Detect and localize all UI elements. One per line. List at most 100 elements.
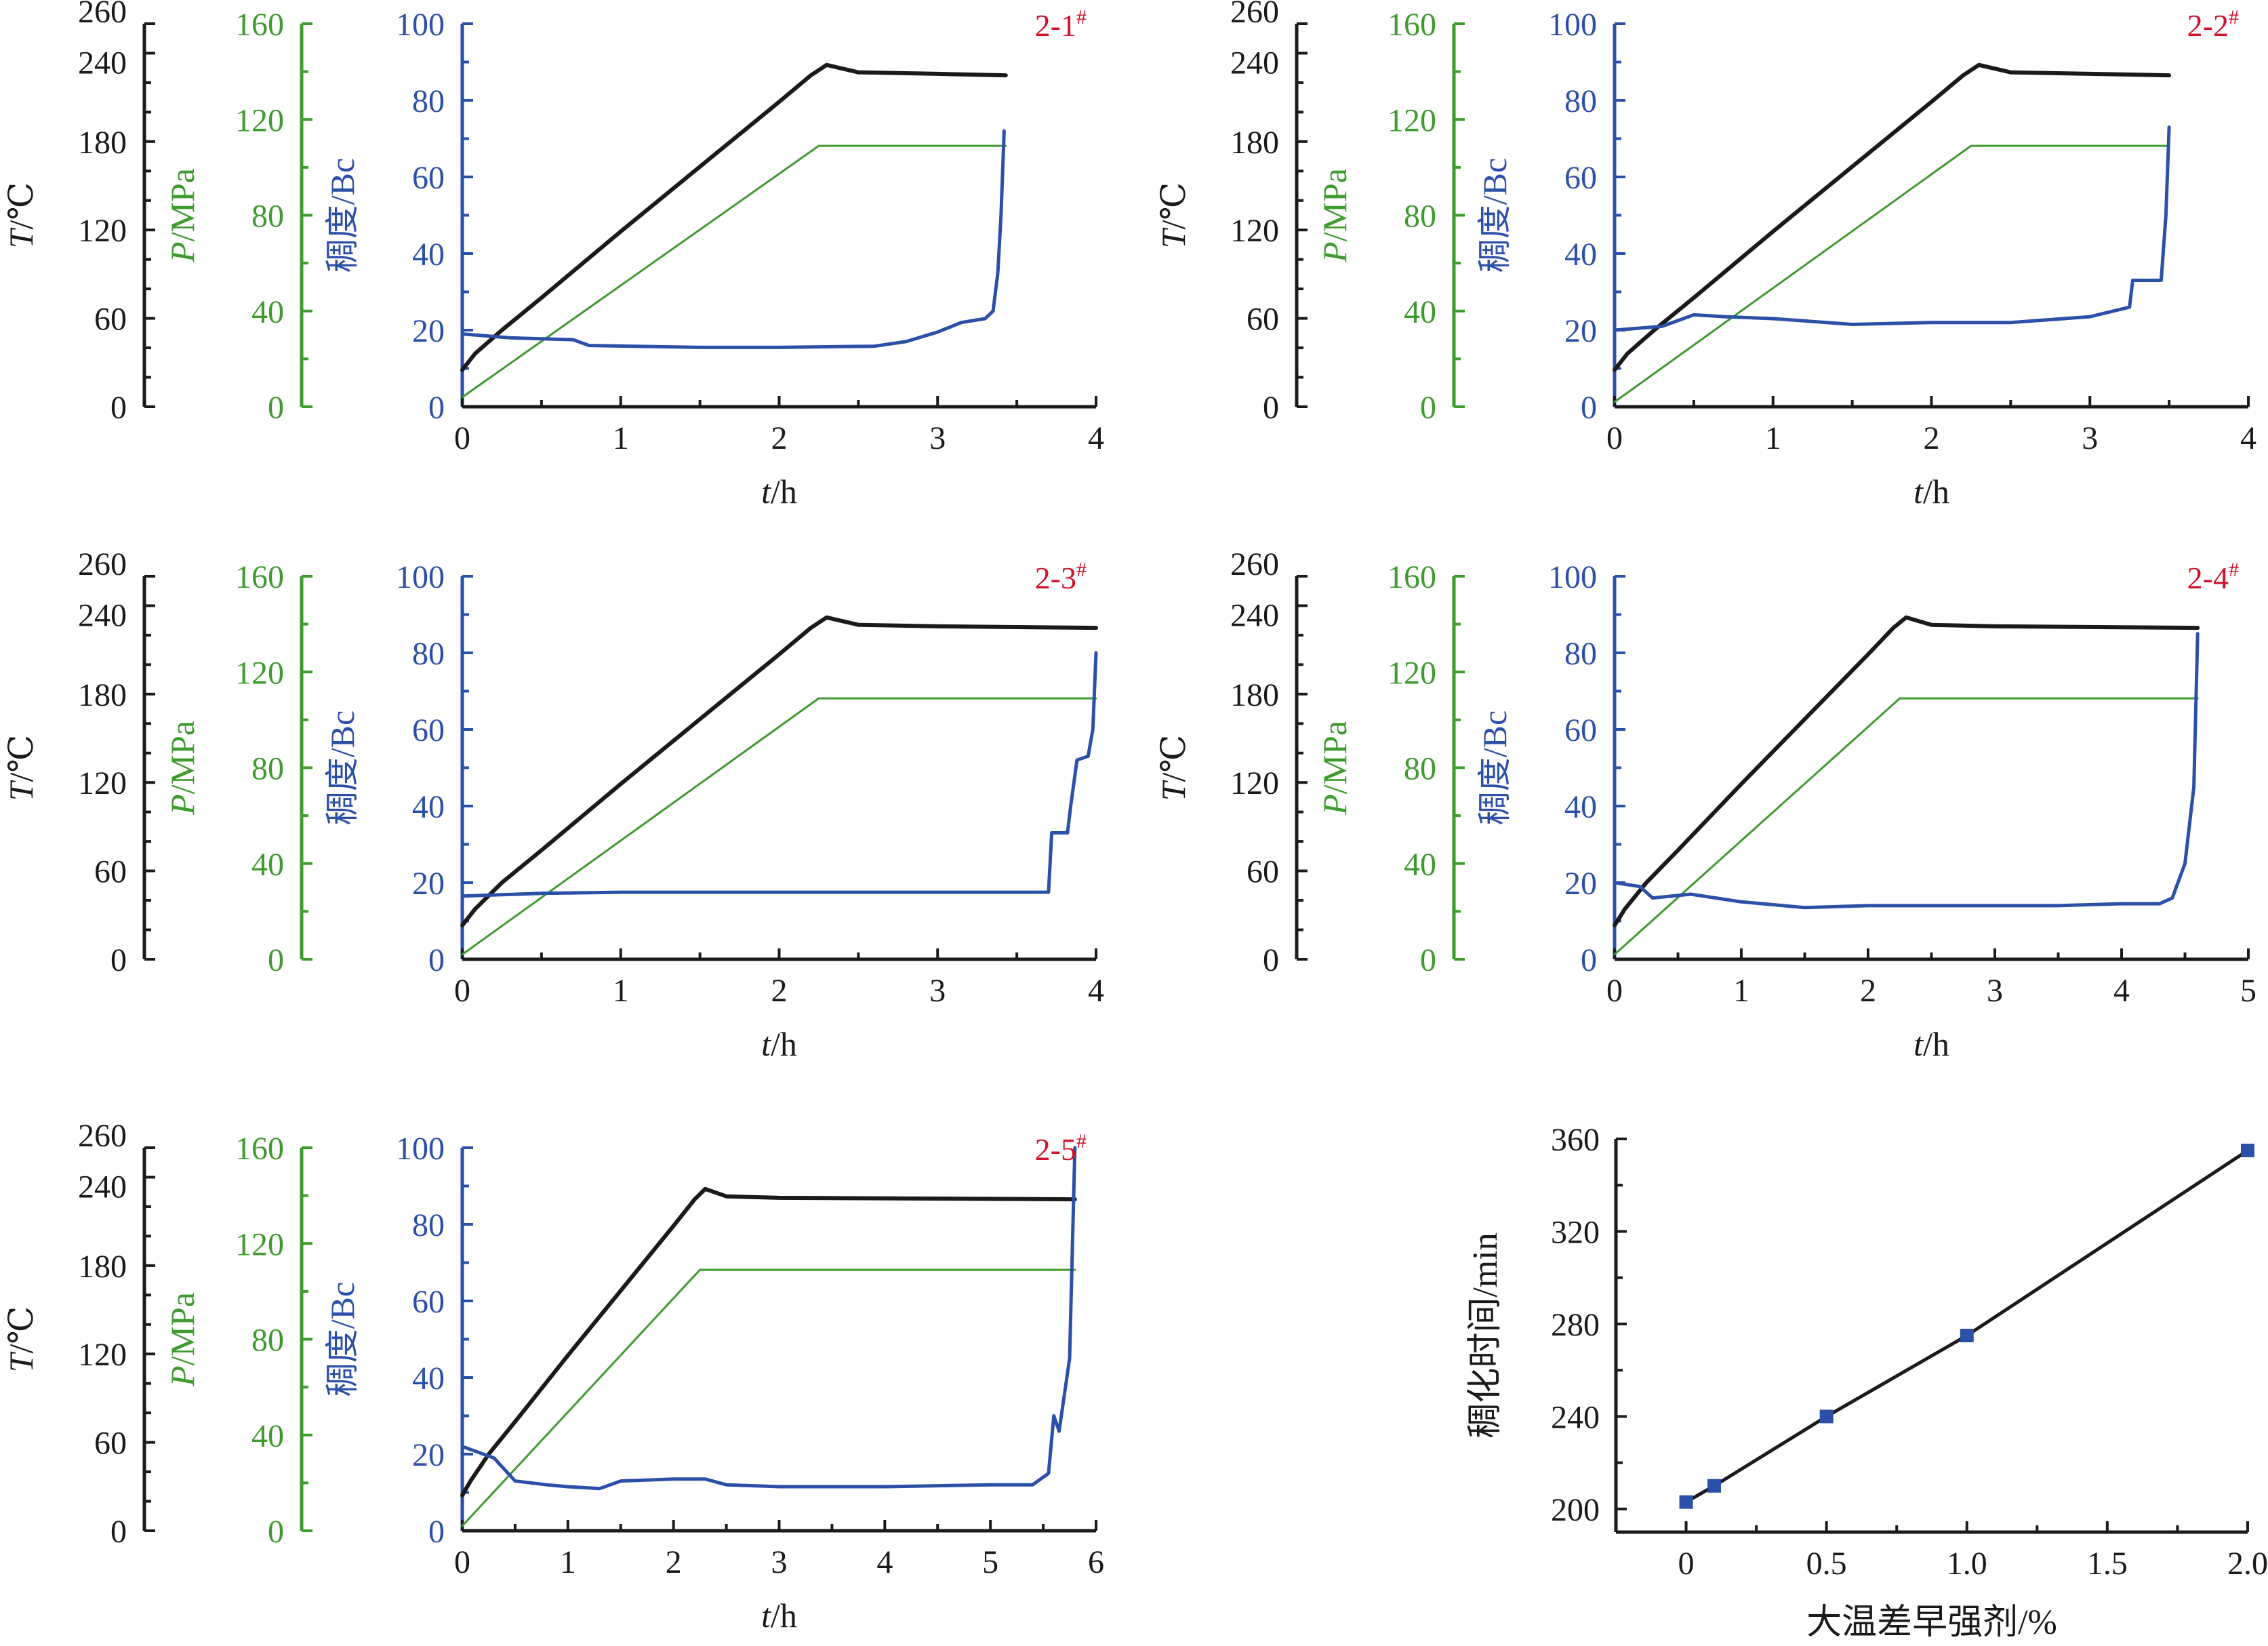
consistency-tick-label: 60: [412, 160, 445, 196]
consistency-tick-label: 100: [396, 559, 445, 595]
consistency-axis-title: 稠度/Bc: [1476, 158, 1514, 273]
pressure-tick-label: 0: [1420, 390, 1436, 426]
temperature-curve: [460, 1186, 1077, 1498]
time-axis-title: t/h: [761, 473, 797, 510]
time-tick-label: 2: [666, 1544, 682, 1580]
temperature-tick-label: 260: [1230, 0, 1279, 30]
time-tick-label: 2: [771, 420, 788, 456]
thickening-panel-4: 060120180240260T/℃04080120160P/MPa020406…: [1154, 546, 2256, 1063]
pressure-tick-label: 0: [268, 1514, 284, 1550]
consistency-tick-label: 20: [412, 866, 445, 902]
additive-tick-label: 1.5: [2087, 1546, 2128, 1582]
consistency-tick-label: 80: [1564, 636, 1597, 672]
consistency-curve: [1613, 125, 2171, 332]
consistency-axis-title: 稠度/Bc: [323, 710, 361, 825]
consistency-tick-label: 20: [412, 1437, 445, 1473]
temperature-tick-label: 60: [94, 1426, 127, 1462]
consistency-tick-label: 40: [412, 237, 445, 273]
consistency-tick-label: 40: [1564, 789, 1597, 825]
pressure-curve: [461, 1268, 1076, 1527]
consistency-tick-label: 20: [1564, 866, 1597, 902]
time-axis-title: t/h: [761, 1597, 797, 1634]
temperature-tick-label: 180: [78, 677, 127, 713]
pressure-tick-label: 80: [251, 751, 284, 787]
pressure-tick-label: 80: [1404, 199, 1436, 235]
pressure-tick-label: 80: [251, 1323, 284, 1359]
additive-axis-title: 大温差早强剂/%: [1806, 1603, 2057, 1642]
temperature-tick-label: 240: [1230, 597, 1279, 633]
time-tick-label: 5: [982, 1544, 998, 1580]
temperature-tick-label: 120: [78, 765, 127, 801]
time-tick-label: 2: [771, 973, 788, 1009]
pressure-tick-label: 40: [1404, 294, 1436, 330]
temperature-tick-label: 60: [94, 854, 127, 890]
thickening-panel-1: 060120180240260T/℃04080120160P/MPa020406…: [2, 0, 1104, 510]
temperature-tick-label: 0: [110, 1514, 127, 1550]
pressure-curve: [1613, 697, 2199, 956]
temperature-axis-title: T/℃: [2, 1306, 40, 1373]
temperature-axis-title: T/℃: [1154, 182, 1192, 249]
panel-label: 2-5#: [1035, 1130, 1087, 1167]
consistency-tick-label: 100: [1548, 559, 1597, 595]
pressure-tick-label: 160: [235, 7, 284, 43]
temperature-tick-label: 260: [78, 546, 127, 582]
time-tick-label: 4: [2240, 420, 2256, 456]
pressure-axis-title: P/MPa: [163, 168, 201, 263]
additive-tick-label: 1.0: [1947, 1546, 1987, 1582]
pressure-tick-label: 0: [1420, 942, 1436, 978]
pressure-tick-label: 120: [235, 102, 284, 138]
time-tick-label: 4: [876, 1544, 893, 1580]
thickening-panel-2: 060120180240260T/℃04080120160P/MPa020406…: [1154, 0, 2256, 510]
pressure-tick-label: 120: [235, 1226, 284, 1262]
pressure-axis-title: P/MPa: [1316, 168, 1354, 263]
temperature-tick-label: 260: [78, 1118, 127, 1154]
consistency-tick-label: 20: [412, 313, 445, 349]
consistency-tick-label: 80: [1564, 83, 1597, 119]
time-axis-title: t/h: [1913, 473, 1949, 510]
additive-tick-label: 0.5: [1806, 1546, 1847, 1582]
time-tick-label: 3: [929, 420, 946, 456]
consistency-axis-title: 稠度/Bc: [323, 1282, 361, 1397]
thickening-time-tick-label: 320: [1551, 1214, 1600, 1250]
temperature-tick-label: 240: [1230, 45, 1279, 81]
consistency-tick-label: 80: [412, 1207, 445, 1243]
pressure-tick-label: 80: [1404, 751, 1436, 787]
temperature-tick-label: 0: [1263, 390, 1279, 426]
time-tick-label: 0: [454, 973, 470, 1009]
temperature-tick-label: 180: [78, 125, 127, 161]
time-tick-label: 0: [1606, 420, 1623, 456]
time-tick-label: 2: [1860, 973, 1876, 1009]
consistency-tick-label: 80: [412, 636, 445, 672]
temperature-tick-label: 0: [1263, 942, 1279, 978]
temperature-tick-label: 240: [78, 45, 127, 81]
temperature-curve: [460, 62, 1008, 372]
pressure-tick-label: 40: [1404, 847, 1436, 883]
thickening-panel-5: 060120180240260T/℃04080120160P/MPa020406…: [2, 1118, 1104, 1634]
temperature-tick-label: 60: [94, 302, 127, 338]
consistency-axis-title: 稠度/Bc: [323, 158, 361, 273]
temperature-tick-label: 0: [110, 390, 127, 426]
thickening-time-tick-label: 240: [1551, 1399, 1600, 1435]
pressure-tick-label: 160: [235, 559, 284, 595]
time-tick-label: 0: [1606, 973, 1623, 1009]
consistency-tick-label: 100: [1548, 7, 1597, 43]
time-tick-label: 3: [771, 1544, 788, 1580]
temperature-tick-label: 60: [1247, 854, 1279, 890]
pressure-curve: [461, 144, 1007, 399]
consistency-tick-label: 60: [1564, 712, 1597, 748]
pressure-tick-label: 160: [1388, 559, 1436, 595]
time-tick-label: 1: [1765, 420, 1781, 456]
pressure-tick-label: 120: [1388, 655, 1436, 691]
time-tick-label: 3: [929, 973, 946, 1009]
time-tick-label: 0: [454, 1544, 470, 1580]
time-tick-label: 1: [613, 420, 629, 456]
pressure-axis-title: P/MPa: [163, 1292, 201, 1387]
consistency-tick-label: 100: [396, 7, 445, 43]
temperature-curve: [460, 615, 1098, 927]
thickening-time-chart: 200 240 280 320 360 0 0.5 1.0 1.5 2.0 大温差早强剂/% 稠化时间…: [1466, 1122, 2268, 1642]
pressure-curve: [1613, 144, 2170, 403]
pressure-tick-label: 80: [251, 199, 284, 235]
time-tick-label: 3: [2082, 420, 2098, 456]
temperature-tick-label: 0: [110, 942, 127, 978]
